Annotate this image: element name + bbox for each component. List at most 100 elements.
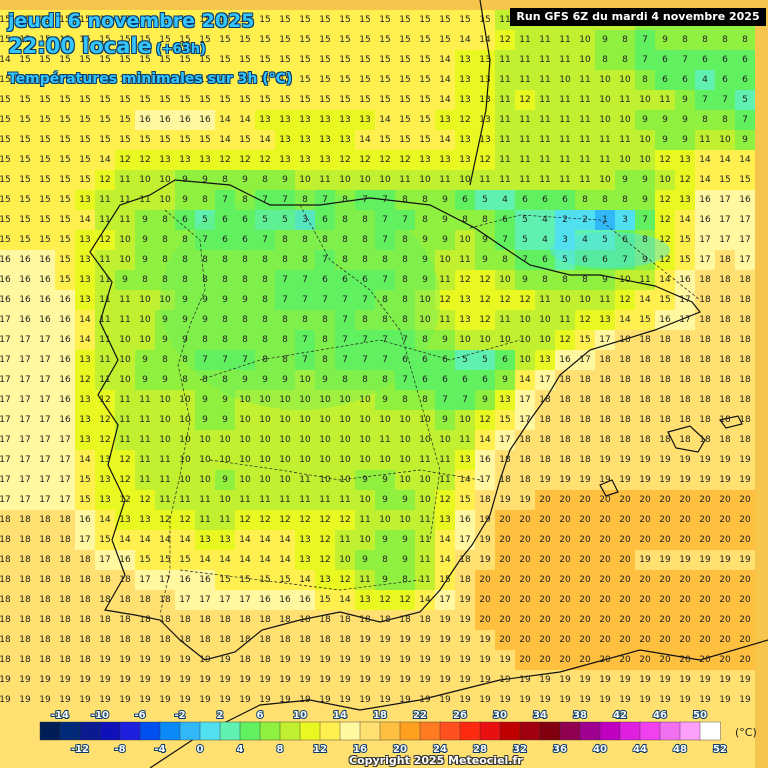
temperature-value: 15 [0,155,11,165]
temperature-value: 9 [522,275,528,285]
temperature-value: 10 [499,335,511,345]
temperature-cell [35,190,55,210]
temperature-value: 13 [119,515,130,525]
legend-tick-label: 4 [237,744,244,755]
temperature-value: 20 [539,535,551,545]
temperature-value: 15 [79,95,90,105]
temperature-cell [375,150,395,170]
temperature-cell [335,190,355,210]
temperature-value: 13 [419,155,430,165]
temperature-value: 13 [459,295,470,305]
temperature-value: 18 [699,335,711,345]
temperature-cell [475,30,495,50]
temperature-value: 20 [539,575,551,585]
temperature-cell [0,110,15,130]
temperature-cell [15,710,35,730]
temperature-cell [295,170,315,190]
temperature-value: 6 [542,255,548,265]
temperature-value: 8 [282,235,288,245]
temperature-value: 11 [539,155,550,165]
temperature-value: 15 [479,15,490,25]
temperature-value: 19 [199,675,211,685]
temperature-cell [175,230,195,250]
temperature-value: 7 [302,335,308,345]
temperature-value: 20 [699,515,711,525]
temperature-cell [155,110,175,130]
temperature-value: 18 [559,395,571,405]
temperature-value: 8 [742,35,748,45]
temperature-value: 20 [639,615,651,625]
temperature-cell [255,50,275,70]
temperature-value: 9 [642,115,648,125]
temperature-cell [275,170,295,190]
temperature-value: 18 [0,615,11,625]
temperature-value: 13 [359,595,370,605]
temperature-value: 20 [479,575,491,585]
temperature-value: 6 [742,75,748,85]
temperature-value: 11 [519,175,530,185]
temperature-value: 12 [439,295,450,305]
temperature-value: 12 [479,275,490,285]
temperature-value: 10 [119,375,131,385]
temperature-cell [315,110,335,130]
temperature-value: 15 [39,175,50,185]
temperature-cell [615,190,635,210]
temperature-value: 10 [179,475,191,485]
temperature-value: 18 [479,495,491,505]
temperature-value: 19 [259,695,271,705]
temperature-cell [295,750,315,768]
temperature-value: 10 [239,395,251,405]
temperature-value: 20 [739,635,751,645]
temperature-cell [355,230,375,250]
temperature-cell [235,70,255,90]
temperature-value: 11 [139,415,150,425]
temperature-value: 20 [719,635,731,645]
temperature-value: 8 [262,335,268,345]
temperature-value: 18 [699,435,711,445]
temperature-cell [615,150,635,170]
temperature-value: 15 [279,575,290,585]
temperature-value: 17 [19,475,30,485]
temperature-value: 6 [182,215,188,225]
temperature-cell [335,110,355,130]
temperature-cell [255,90,275,110]
temperature-value: 18 [699,295,711,305]
temperature-value: 19 [219,655,231,665]
temperature-value: 9 [322,375,328,385]
temperature-value: 11 [419,515,430,525]
temperature-value: 9 [442,195,448,205]
temperature-value: 19 [539,675,551,685]
temperature-value: 17 [19,355,30,365]
temperature-value: 9 [222,475,228,485]
temperature-value: 14 [79,455,91,465]
temperature-cell [175,50,195,70]
temperature-cell [695,170,715,190]
temperature-value: 17 [59,495,70,505]
temperature-value: 18 [39,595,51,605]
temperature-value: 9 [482,235,488,245]
temperature-value: 18 [599,375,611,385]
temperature-value: 18 [679,415,691,425]
legend-tick-label: 0 [197,744,204,755]
temperature-cell [235,30,255,50]
temperature-value: 8 [402,395,408,405]
temperature-value: 10 [199,475,211,485]
temperature-value: 15 [19,115,30,125]
temperature-value: 15 [59,155,70,165]
temperature-value: 8 [222,375,228,385]
temperature-value: 19 [639,695,651,705]
temperature-value: 18 [259,615,271,625]
temperature-cell [215,70,235,90]
temperature-value: 19 [699,475,711,485]
temperature-cell [175,10,195,30]
temperature-value: 6 [582,255,588,265]
temperature-value: 18 [259,635,271,645]
temperature-value: 9 [642,175,648,185]
temperature-cell [175,150,195,170]
temperature-value: 19 [239,675,251,685]
temperature-cell [155,230,175,250]
temperature-value: 7 [282,275,288,285]
temperature-value: 17 [39,355,50,365]
temperature-cell [575,190,595,210]
temperature-value: 19 [139,655,151,665]
